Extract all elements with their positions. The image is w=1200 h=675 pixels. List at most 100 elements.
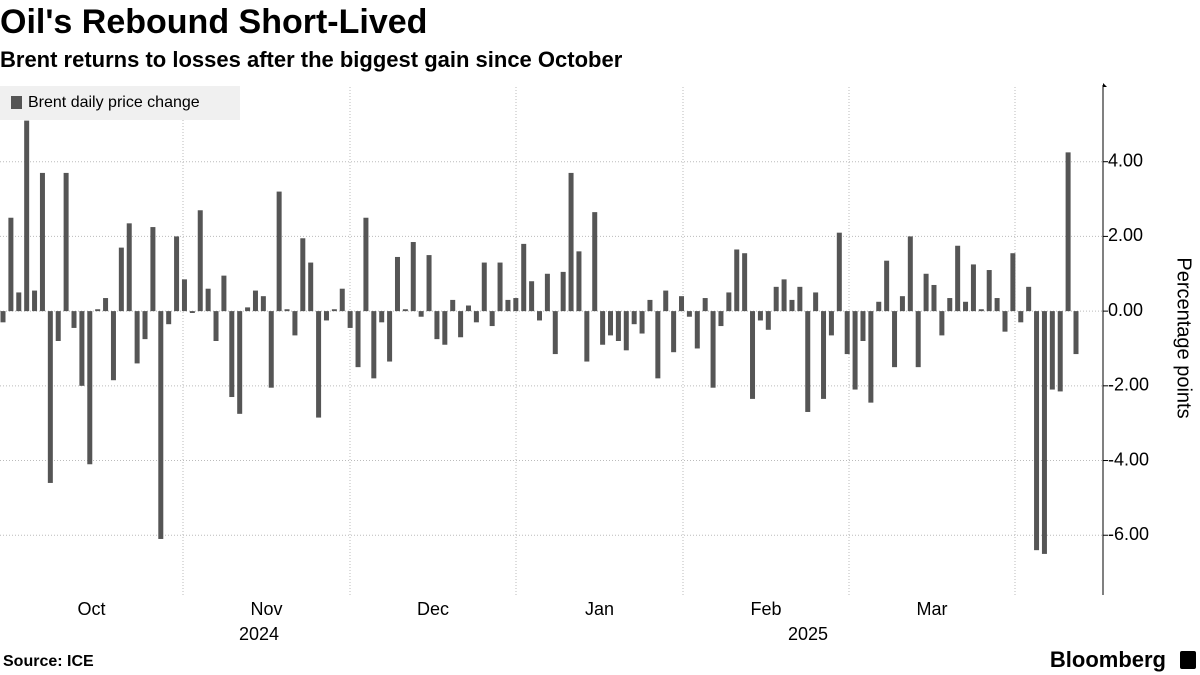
bar bbox=[308, 262, 314, 312]
bar bbox=[608, 311, 614, 336]
bar bbox=[150, 227, 156, 312]
bar bbox=[442, 311, 448, 345]
bar bbox=[1057, 311, 1063, 392]
bar bbox=[24, 120, 30, 312]
bar bbox=[426, 255, 432, 312]
bar bbox=[552, 311, 558, 355]
bar bbox=[245, 307, 251, 312]
x-tick-label: Jan bbox=[585, 599, 614, 619]
bar bbox=[828, 311, 834, 336]
bar bbox=[789, 299, 795, 312]
bar bbox=[710, 311, 716, 388]
bar bbox=[252, 290, 258, 312]
bar bbox=[181, 279, 187, 312]
y-axis-label: Percentage points bbox=[1173, 257, 1195, 418]
bar bbox=[797, 286, 803, 312]
bar bbox=[750, 311, 756, 399]
bar bbox=[955, 245, 961, 312]
bar bbox=[742, 253, 748, 312]
bar bbox=[387, 311, 393, 362]
bar bbox=[970, 264, 976, 312]
bar bbox=[284, 309, 290, 312]
bar bbox=[765, 311, 771, 330]
bar bbox=[821, 311, 827, 399]
y-tick-label: -2.00 bbox=[1108, 375, 1149, 395]
bar bbox=[87, 311, 93, 465]
bar bbox=[47, 311, 53, 483]
bar bbox=[923, 273, 929, 312]
bar bbox=[221, 275, 227, 312]
bar bbox=[899, 296, 905, 312]
bar bbox=[103, 298, 109, 312]
bar bbox=[434, 311, 440, 340]
bar bbox=[276, 191, 282, 312]
bar bbox=[458, 311, 464, 338]
bar bbox=[39, 172, 45, 312]
bar bbox=[465, 305, 471, 312]
bar bbox=[1041, 311, 1047, 554]
brand-icon bbox=[1180, 651, 1196, 669]
bar bbox=[679, 296, 685, 312]
bar bbox=[726, 292, 732, 312]
bar bbox=[600, 311, 606, 345]
bar bbox=[560, 271, 566, 312]
bar bbox=[876, 301, 882, 312]
bar bbox=[623, 311, 629, 351]
bar bbox=[639, 311, 645, 334]
bar bbox=[331, 309, 337, 312]
bar bbox=[363, 217, 369, 312]
bar bbox=[844, 311, 850, 355]
bar bbox=[915, 311, 921, 368]
bar bbox=[55, 311, 61, 341]
bar bbox=[671, 311, 677, 353]
bar bbox=[118, 247, 124, 312]
bar bbox=[1049, 311, 1055, 390]
bar bbox=[174, 236, 180, 312]
bar bbox=[939, 311, 945, 336]
bar bbox=[410, 242, 416, 312]
bar bbox=[884, 260, 890, 312]
bar bbox=[355, 311, 361, 368]
x-year-label: 2025 bbox=[788, 624, 828, 644]
bar bbox=[694, 311, 700, 349]
bar bbox=[686, 311, 692, 317]
bar bbox=[292, 311, 298, 336]
source: Source: ICE bbox=[3, 653, 94, 670]
bar bbox=[947, 298, 953, 312]
bar bbox=[323, 311, 329, 321]
bar bbox=[537, 311, 542, 321]
bar bbox=[813, 292, 819, 312]
bar bbox=[1073, 311, 1079, 355]
bar bbox=[134, 311, 140, 364]
x-tick-label: Oct bbox=[77, 599, 105, 619]
bar bbox=[757, 311, 763, 321]
brand: Bloomberg bbox=[1050, 647, 1166, 672]
bar bbox=[379, 311, 385, 323]
bar bbox=[197, 210, 203, 312]
bar bbox=[32, 290, 38, 312]
legend-label: Brent daily price change bbox=[28, 94, 200, 111]
bar bbox=[852, 311, 858, 390]
bar bbox=[0, 311, 6, 323]
bar bbox=[166, 311, 172, 325]
bar bbox=[189, 311, 195, 313]
bar bbox=[481, 262, 487, 312]
bar bbox=[544, 273, 550, 312]
bar bbox=[513, 298, 519, 312]
bar bbox=[418, 311, 424, 317]
bar bbox=[158, 311, 164, 539]
bar bbox=[63, 172, 69, 312]
y-tick-label: 0.00 bbox=[1108, 300, 1143, 320]
bar bbox=[647, 299, 653, 312]
bar bbox=[339, 288, 345, 312]
bar bbox=[663, 290, 669, 312]
y-tick-label: -6.00 bbox=[1108, 524, 1149, 544]
bar bbox=[205, 288, 211, 312]
bar bbox=[986, 270, 992, 312]
bar bbox=[978, 309, 984, 312]
bar bbox=[521, 243, 527, 312]
x-tick-label: Feb bbox=[750, 599, 781, 619]
bar bbox=[892, 311, 898, 368]
bar bbox=[1026, 286, 1032, 312]
